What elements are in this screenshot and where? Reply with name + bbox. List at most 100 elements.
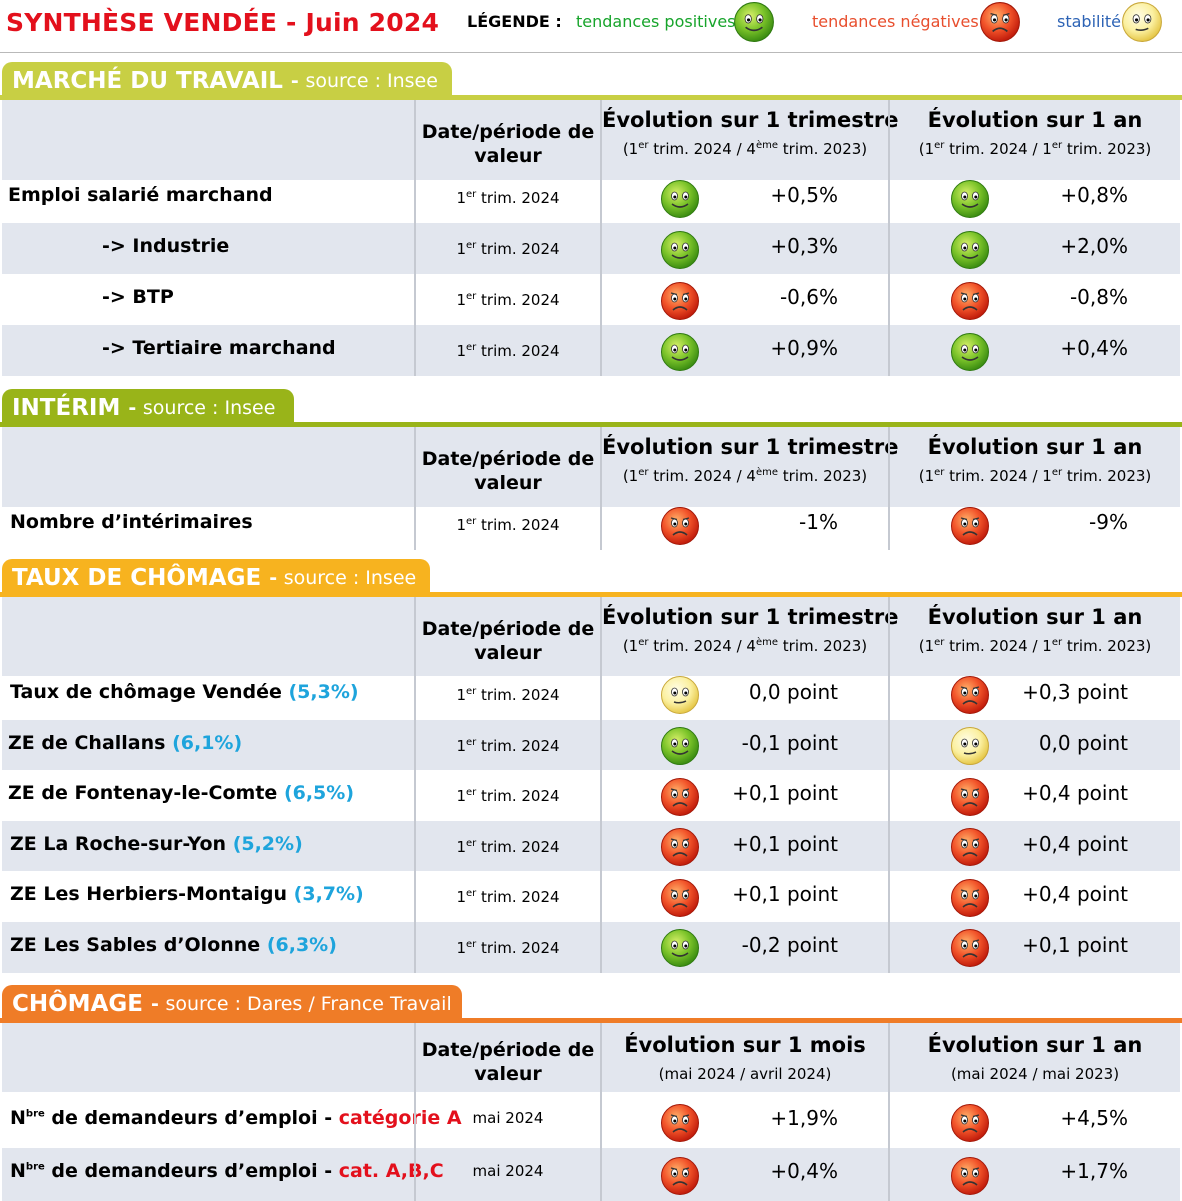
value-ev2: +0,4 point (1022, 831, 1128, 856)
red-sad-face-icon (951, 828, 989, 867)
row-label: Nombre d’intérimaires (10, 511, 253, 533)
green-smiley-face-icon (661, 332, 699, 371)
column-separator (600, 1023, 602, 1201)
header-ev1-sub-interim: (1er trim. 2024 / 4ème trim. 2023) (622, 467, 868, 485)
yellow-neutral-face-icon (661, 676, 699, 715)
section-source-interim: - source : Insee (128, 397, 276, 419)
row-label: ZE de Challans (6,1%) (8, 732, 242, 754)
row-date: 1er trim. 2024 (456, 787, 560, 806)
table-header-taux (2, 597, 1180, 676)
header-ev1-sub-taux: (1er trim. 2024 / 4ème trim. 2023) (622, 637, 868, 655)
column-separator (414, 1023, 416, 1201)
green-smiley-face-icon (951, 179, 989, 218)
section-source-taux: - source : Insee (269, 567, 417, 589)
value-ev2: +2,0% (1060, 234, 1128, 258)
row-label-text: Nombre d’intérimaires (10, 511, 253, 533)
section-title-interim: INTÉRIM (12, 395, 121, 421)
green-smiley-face-icon (661, 230, 699, 269)
row-label: Nbre de demandeurs d’emploi - cat. A,B,C (10, 1160, 444, 1182)
section-title-taux: TAUX DE CHÔMAGE (12, 565, 262, 591)
section-tab-interim: INTÉRIM - source : Insee (2, 389, 294, 427)
red-sad-face-icon (951, 676, 989, 715)
row-label-text: -> BTP (102, 286, 174, 308)
row-label: ZE Les Herbiers-Montaigu (3,7%) (10, 883, 364, 905)
red-sad-face-icon (951, 506, 989, 545)
row-label-text: Nbre de demandeurs d’emploi - (10, 1107, 333, 1129)
value-ev2: +0,1 point (1022, 933, 1128, 957)
column-separator (414, 427, 416, 550)
row-date: 1er trim. 2024 (456, 888, 560, 907)
section-title-chomage: CHÔMAGE (12, 991, 143, 1017)
row-label: Nbre de demandeurs d’emploi - catégorie … (10, 1107, 462, 1129)
rate-value: (5,2%) (232, 832, 303, 855)
section-tab-taux: TAUX DE CHÔMAGE - source : Insee (2, 559, 430, 597)
legend-label: LÉGENDE : (467, 12, 562, 31)
header-date-chomage: Date/période de valeur (421, 1038, 595, 1085)
rate-value: (6,5%) (283, 782, 354, 805)
row-label: -> Tertiaire marchand (102, 337, 336, 359)
section-source-text-marche: source : Insee (305, 70, 438, 92)
value-ev1: +0,1 point (732, 781, 838, 806)
row-label-text: Nbre de demandeurs d’emploi - (10, 1160, 333, 1182)
value-ev2: +0,4 point (1022, 882, 1128, 907)
column-separator (414, 100, 416, 376)
section-bar-chomage (0, 1018, 1182, 1023)
row-label: -> Industrie (102, 235, 229, 257)
value-ev2: -0,8% (1069, 285, 1128, 309)
value-ev1: +0,3% (770, 234, 838, 258)
row-label-text: ZE de Fontenay-le-Comte (8, 782, 278, 805)
row-date: 1er trim. 2024 (456, 736, 560, 755)
red-sad-face-icon (661, 878, 699, 917)
red-sad-face-icon (951, 1156, 989, 1195)
red-sad-face-icon (980, 2, 1020, 42)
row-label-text: -> Industrie (102, 235, 230, 257)
header-ev1-marche: Évolution sur 1 trimestre (602, 108, 899, 132)
section-bar-interim (0, 422, 1182, 427)
column-separator (888, 1023, 890, 1201)
header-date-interim: Date/période de valeur (421, 448, 595, 494)
header-ev2-marche: Évolution sur 1 an (927, 108, 1143, 132)
row-label-text: ZE La Roche-sur-Yon (10, 832, 227, 855)
row-date: mai 2024 (472, 1162, 544, 1180)
header-ev2-sub-marche: (1er trim. 2024 / 1er trim. 2023) (918, 140, 1152, 158)
column-separator (600, 427, 602, 550)
header-ev2-sub-taux: (1er trim. 2024 / 1er trim. 2023) (918, 637, 1152, 655)
row-label-text: Emploi salarié marchand (8, 184, 273, 206)
green-smiley-face-icon (661, 726, 699, 765)
header-ev2-sub-interim: (1er trim. 2024 / 1er trim. 2023) (918, 467, 1152, 485)
section-source-text-chomage: source : Dares / France Travail (165, 993, 452, 1015)
red-sad-face-icon (661, 1156, 699, 1195)
section-tab-marche: MARCHÉ DU TRAVAIL - source : Insee (2, 62, 452, 100)
row-label-text: ZE Les Sables d’Olonne (10, 934, 261, 956)
header-ev1-sub-marche: (1er trim. 2024 / 4ème trim. 2023) (622, 140, 868, 158)
yellow-neutral-face-icon (951, 726, 989, 765)
column-separator (888, 100, 890, 376)
title-bar (0, 0, 1182, 53)
row-date: 1er trim. 2024 (456, 342, 560, 360)
row-label-text: Taux de chômage Vendée (10, 681, 282, 703)
column-separator (888, 597, 890, 973)
red-sad-face-icon (661, 281, 699, 320)
header-ev1-interim: Évolution sur 1 trimestre (602, 435, 899, 459)
section-tab-chomage: CHÔMAGE - source : Dares / France Travail (2, 985, 462, 1023)
category-label: catégorie A (338, 1107, 462, 1129)
value-ev1: -0,2 point (741, 933, 838, 957)
column-separator (414, 597, 416, 973)
row-date: 1er trim. 2024 (456, 291, 560, 309)
value-ev1: -0,1 point (741, 730, 838, 755)
value-ev2: -9% (1089, 510, 1128, 534)
row-label: ZE Les Sables d’Olonne (6,3%) (10, 934, 337, 956)
legend-positive: tendances positives (576, 12, 736, 31)
header-ev2-taux: Évolution sur 1 an (927, 605, 1143, 629)
header-ev1-taux: Évolution sur 1 trimestre (602, 605, 899, 629)
header-ev2-interim: Évolution sur 1 an (927, 435, 1143, 459)
red-sad-face-icon (951, 1103, 989, 1142)
value-ev1: +0,5% (770, 183, 838, 207)
red-sad-face-icon (951, 281, 989, 320)
section-title-marche: MARCHÉ DU TRAVAIL (12, 68, 283, 94)
red-sad-face-icon (661, 1103, 699, 1142)
section-source-marche: - source : Insee (290, 70, 438, 92)
row-label-text: ZE de Challans (8, 731, 166, 754)
value-ev1: +0,9% (770, 336, 838, 360)
value-ev2: +0,4 point (1022, 781, 1128, 806)
